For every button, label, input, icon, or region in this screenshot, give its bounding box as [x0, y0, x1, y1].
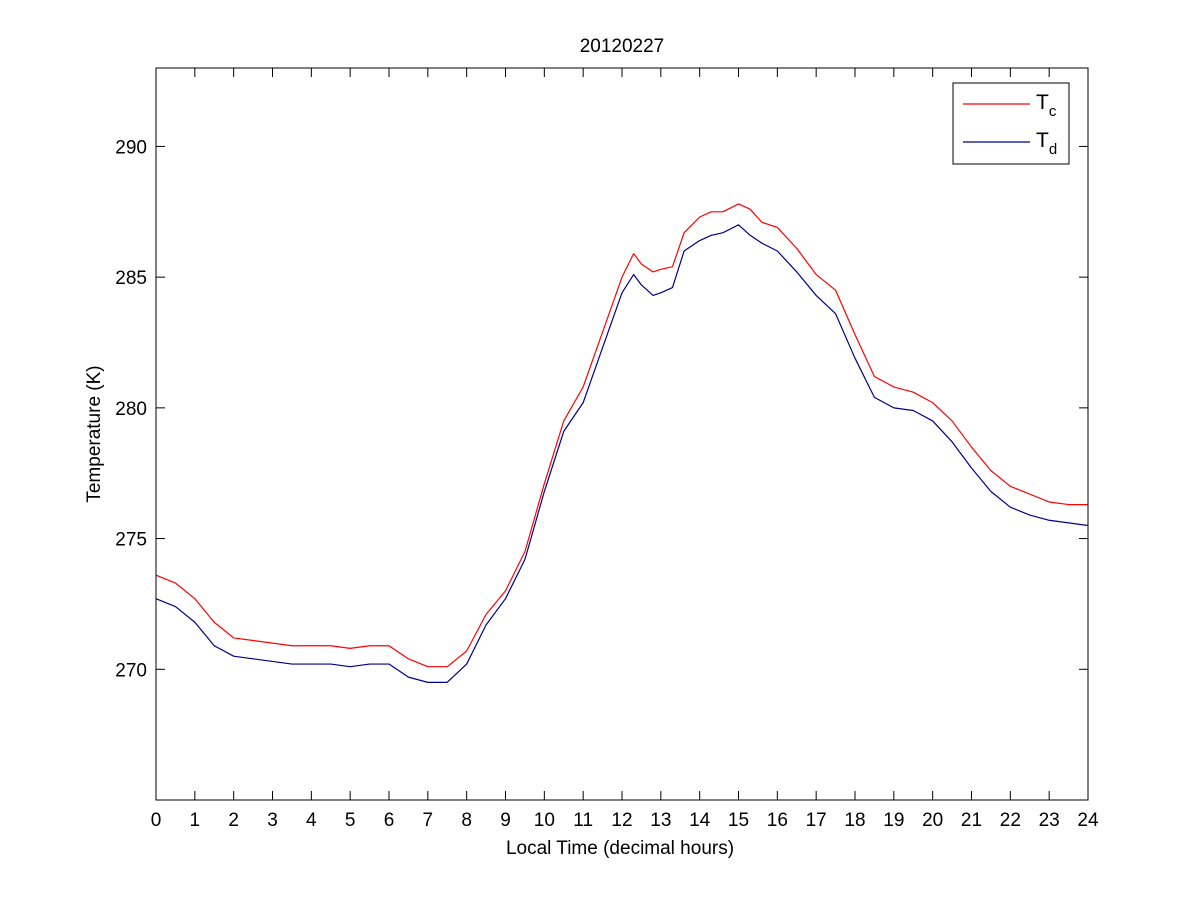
series-layer: [155, 203, 1089, 683]
y-tick-label: 275: [115, 530, 147, 551]
x-tick-label: 15: [728, 810, 749, 831]
y-tick-label: 270: [115, 660, 147, 681]
x-tick-label: 4: [306, 810, 317, 831]
x-axis-label: Local Time (decimal hours): [506, 838, 734, 859]
x-tick-label: 24: [1077, 810, 1099, 831]
x-tick-label: 20: [922, 810, 943, 831]
tick-layer: 0 1 2 3 4 5 6 7 8 9 10 11 12 13 14 15 16 17 18 19 20 21 22 23 24…: [115, 68, 1099, 831]
x-tick-label: 0: [151, 810, 162, 831]
y-tick-label: 280: [115, 399, 147, 420]
series-line-Tc: [155, 203, 1088, 668]
x-tick-label: 8: [461, 810, 472, 831]
x-tick-label: 7: [423, 810, 434, 831]
x-tick-label: 18: [844, 810, 865, 831]
y-tick-label: 285: [115, 268, 147, 289]
x-tick-label: 23: [1039, 810, 1060, 831]
x-tick-label: 9: [500, 810, 511, 831]
x-tick-label: 2: [228, 810, 239, 831]
legend-label-subscript: d: [1049, 141, 1057, 158]
x-tick-label: 13: [650, 810, 671, 831]
legend-box: [952, 82, 1070, 165]
x-tick-label: 12: [611, 810, 632, 831]
y-axis-label: Temperature (K): [84, 365, 105, 502]
legend-label-subscript: c: [1049, 103, 1057, 120]
x-tick-label: 17: [806, 810, 827, 831]
x-tick-label: 21: [961, 810, 982, 831]
x-tick-label: 16: [767, 810, 788, 831]
x-tick-label: 6: [384, 810, 395, 831]
x-tick-label: 19: [883, 810, 904, 831]
x-tick-label: 1: [190, 810, 201, 831]
x-tick-label: 22: [1000, 810, 1021, 831]
plot-area: [156, 68, 1088, 800]
series-line-Td: [155, 224, 1089, 683]
x-tick-label: 5: [345, 810, 356, 831]
chart-title: 20120227: [580, 36, 665, 57]
x-tick-label: 10: [534, 810, 555, 831]
x-tick-label: 11: [573, 810, 593, 831]
y-tick-label: 290: [115, 137, 147, 158]
x-tick-label: 14: [689, 810, 711, 831]
x-tick-label: 3: [267, 810, 278, 831]
